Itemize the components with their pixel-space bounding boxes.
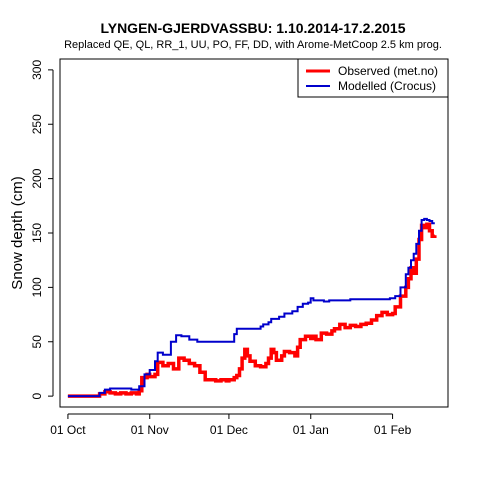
legend-label: Observed (met.no)	[338, 64, 438, 78]
y-tick-label: 150	[30, 223, 44, 243]
legend-label: Modelled (Crocus)	[338, 79, 436, 93]
x-tick-label: 01 Feb	[374, 423, 412, 437]
x-tick-label: 01 Dec	[210, 423, 248, 437]
y-tick-label: 50	[30, 335, 44, 349]
y-tick-label: 0	[30, 392, 44, 399]
y-tick-label: 200	[30, 168, 44, 188]
y-tick-label: 300	[30, 60, 44, 80]
plot-frame	[59, 58, 449, 408]
chart-subtitle: Replaced QE, QL, RR_1, UU, PO, FF, DD, w…	[64, 39, 442, 51]
y-tick-label: 250	[30, 114, 44, 134]
x-tick-label: 01 Oct	[50, 423, 86, 437]
x-axis: 01 Oct 01 Nov 01 Dec 01 Jan 01 Feb	[50, 413, 412, 437]
legend-box	[297, 58, 449, 98]
x-tick-label: 01 Nov	[131, 423, 169, 437]
legend: Observed (met.no)Modelled (Crocus)	[297, 58, 449, 98]
series-line-modelled	[67, 217, 435, 398]
chart-title: LYNGEN-GJERDVASSBU: 1.10.2014-17.2.2015	[100, 20, 405, 36]
series-line-observed	[67, 222, 437, 398]
y-tick-label: 100	[30, 277, 44, 297]
series-layer	[67, 217, 437, 398]
y-axis: 0 50 100 150 200 250 300	[30, 60, 54, 399]
y-axis-label: Snow depth (cm)	[9, 176, 26, 289]
x-tick-label: 01 Jan	[293, 423, 329, 437]
